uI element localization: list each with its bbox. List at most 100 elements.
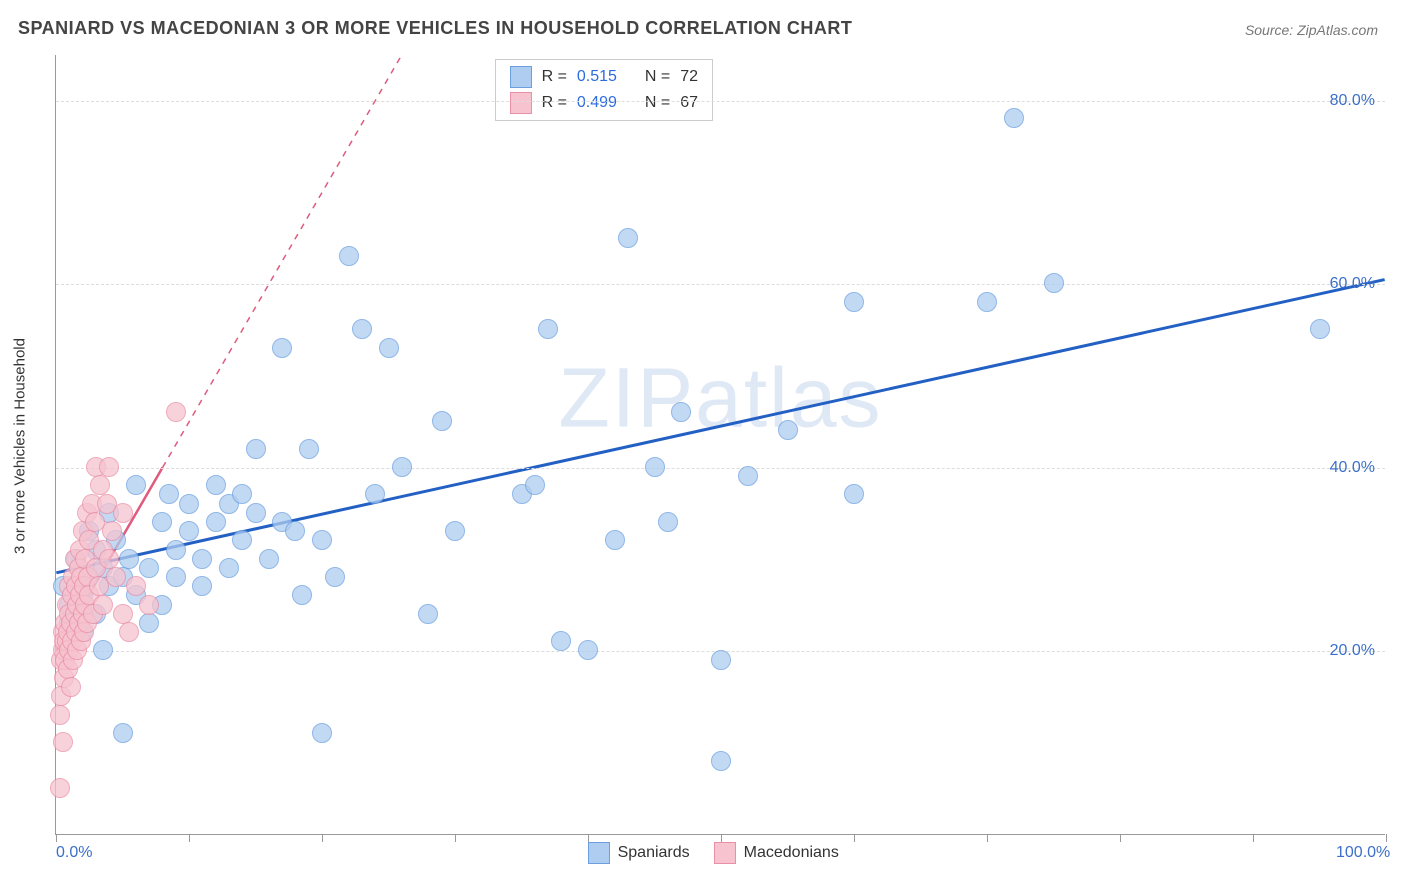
scatter-point [139, 613, 159, 633]
legend-label: Macedonians [744, 844, 839, 862]
stats-row: R =0.515N =72 [496, 64, 712, 90]
scatter-point [618, 228, 638, 248]
scatter-point [232, 530, 252, 550]
scatter-point [844, 484, 864, 504]
x-tick [987, 834, 988, 842]
scatter-point [738, 466, 758, 486]
scatter-point [93, 640, 113, 660]
scatter-point [844, 292, 864, 312]
x-tick [721, 834, 722, 842]
scatter-point [192, 549, 212, 569]
scatter-point [285, 521, 305, 541]
scatter-point [658, 512, 678, 532]
y-tick-label: 60.0% [1330, 275, 1375, 293]
legend-swatch [510, 66, 532, 88]
scatter-point [119, 549, 139, 569]
legend-label: Spaniards [618, 844, 690, 862]
scatter-point [93, 595, 113, 615]
stat-r-value: 0.499 [577, 94, 625, 112]
scatter-point [246, 503, 266, 523]
scatter-point [179, 494, 199, 514]
scatter-point [645, 457, 665, 477]
scatter-point [159, 484, 179, 504]
legend-bottom: Spaniards Macedonians [588, 842, 839, 864]
scatter-point [671, 402, 691, 422]
scatter-point [1004, 108, 1024, 128]
scatter-point [99, 457, 119, 477]
scatter-point [166, 540, 186, 560]
x-tick [56, 834, 57, 842]
stat-n-value: 67 [680, 94, 698, 112]
scatter-point [90, 475, 110, 495]
x-tick [322, 834, 323, 842]
scatter-point [339, 246, 359, 266]
scatter-point [418, 604, 438, 624]
source-label: Source: ZipAtlas.com [1245, 22, 1378, 38]
stat-r-value: 0.515 [577, 68, 625, 86]
scatter-point [126, 475, 146, 495]
scatter-point [119, 622, 139, 642]
x-tick [455, 834, 456, 842]
scatter-point [299, 439, 319, 459]
scatter-point [102, 521, 122, 541]
legend-swatch [714, 842, 736, 864]
plot-area: ZIPatlas R =0.515N =72R =0.499N =67 Span… [55, 55, 1385, 835]
scatter-point [325, 567, 345, 587]
legend-item: Spaniards [588, 842, 690, 864]
x-tick-label: 0.0% [56, 844, 92, 862]
scatter-point [432, 411, 452, 431]
scatter-point [106, 567, 126, 587]
scatter-point [232, 484, 252, 504]
scatter-point [605, 530, 625, 550]
stat-n-label: N = [645, 68, 670, 86]
scatter-point [126, 576, 146, 596]
scatter-point [53, 732, 73, 752]
legend-item: Macedonians [714, 842, 839, 864]
scatter-point [166, 567, 186, 587]
scatter-point [578, 640, 598, 660]
scatter-point [179, 521, 199, 541]
scatter-point [711, 650, 731, 670]
stat-n-label: N = [645, 94, 670, 112]
gridline-h [56, 468, 1385, 469]
scatter-point [525, 475, 545, 495]
scatter-point [551, 631, 571, 651]
scatter-point [113, 604, 133, 624]
scatter-point [379, 338, 399, 358]
stat-r-label: R = [542, 68, 567, 86]
stats-row: R =0.499N =67 [496, 90, 712, 116]
scatter-point [365, 484, 385, 504]
scatter-point [113, 723, 133, 743]
chart-container: SPANIARD VS MACEDONIAN 3 OR MORE VEHICLE… [0, 0, 1406, 892]
scatter-point [977, 292, 997, 312]
scatter-point [272, 338, 292, 358]
gridline-h [56, 284, 1385, 285]
scatter-point [1044, 273, 1064, 293]
y-tick-label: 80.0% [1330, 92, 1375, 110]
scatter-point [50, 778, 70, 798]
y-tick-label: 40.0% [1330, 459, 1375, 477]
scatter-point [219, 558, 239, 578]
scatter-point [152, 512, 172, 532]
x-tick-label: 100.0% [1336, 844, 1390, 862]
x-tick [588, 834, 589, 842]
legend-swatch [510, 92, 532, 114]
scatter-point [99, 549, 119, 569]
scatter-point [778, 420, 798, 440]
scatter-point [711, 751, 731, 771]
scatter-point [166, 402, 186, 422]
scatter-point [538, 319, 558, 339]
scatter-point [192, 576, 212, 596]
scatter-point [312, 723, 332, 743]
x-tick [1386, 834, 1387, 842]
legend-swatch [588, 842, 610, 864]
scatter-point [292, 585, 312, 605]
stats-box: R =0.515N =72R =0.499N =67 [495, 59, 713, 121]
y-tick-label: 20.0% [1330, 642, 1375, 660]
scatter-point [1310, 319, 1330, 339]
scatter-point [206, 475, 226, 495]
gridline-h [56, 101, 1385, 102]
chart-title: SPANIARD VS MACEDONIAN 3 OR MORE VEHICLE… [18, 18, 852, 39]
scatter-point [392, 457, 412, 477]
watermark: ZIPatlas [558, 349, 882, 446]
